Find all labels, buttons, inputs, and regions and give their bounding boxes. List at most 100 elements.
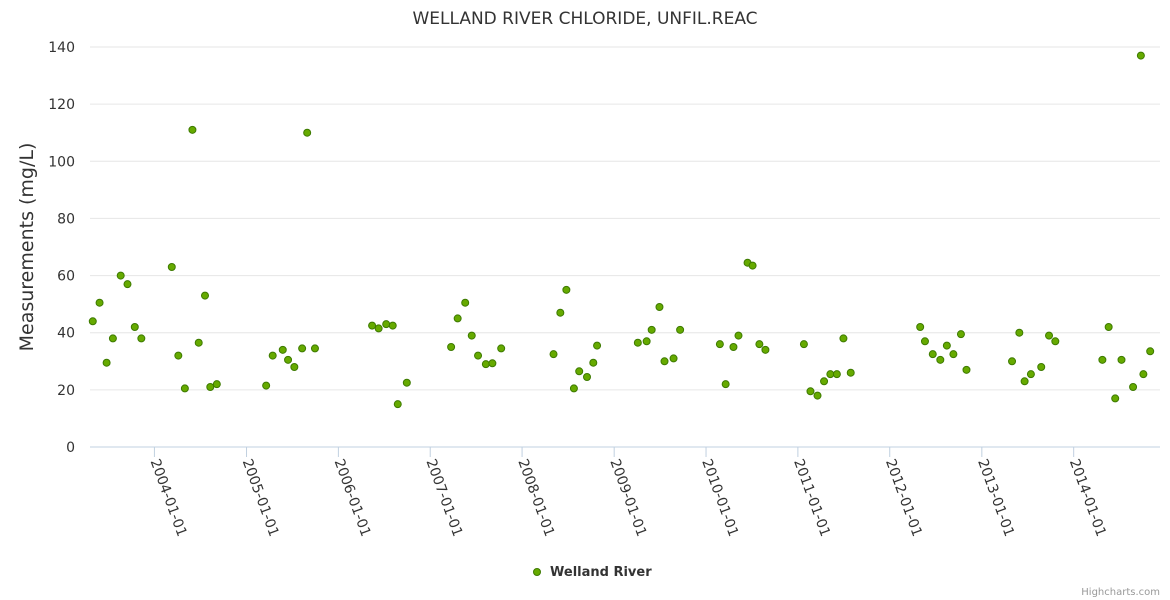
data-point[interactable] — [729, 343, 738, 351]
data-point[interactable] — [108, 334, 117, 343]
data-point[interactable] — [1136, 51, 1145, 60]
data-point[interactable] — [569, 384, 578, 393]
data-point[interactable] — [374, 324, 383, 333]
data-point[interactable] — [942, 341, 951, 350]
data-point[interactable] — [1051, 337, 1060, 346]
data-point[interactable] — [303, 128, 312, 137]
data-point[interactable] — [116, 271, 125, 280]
data-point[interactable] — [278, 345, 287, 354]
data-point[interactable] — [1015, 328, 1024, 337]
data-point[interactable] — [642, 337, 651, 346]
data-point[interactable] — [461, 298, 470, 307]
data-point[interactable] — [368, 321, 377, 330]
data-point[interactable] — [130, 323, 139, 331]
data-point[interactable] — [820, 377, 829, 386]
y-tick-label: 60 — [57, 269, 75, 285]
data-point[interactable] — [1098, 355, 1107, 364]
data-point[interactable] — [481, 360, 490, 369]
data-point[interactable] — [284, 355, 293, 364]
x-tick-label: 2010-01-01 — [698, 457, 741, 539]
data-point[interactable] — [95, 298, 104, 307]
x-tick-label: 2012-01-01 — [882, 457, 925, 539]
data-point[interactable] — [949, 350, 958, 359]
data-point[interactable] — [734, 331, 743, 340]
data-point[interactable] — [1020, 377, 1029, 386]
legend-marker-icon — [533, 568, 541, 576]
data-point[interactable] — [1146, 347, 1155, 356]
data-point[interactable] — [593, 341, 602, 350]
data-point[interactable] — [846, 368, 855, 377]
data-point[interactable] — [188, 125, 197, 134]
data-point[interactable] — [298, 344, 307, 353]
data-point[interactable] — [633, 338, 642, 347]
data-point[interactable] — [715, 340, 724, 349]
data-point[interactable] — [1129, 383, 1138, 391]
data-point[interactable] — [1139, 370, 1148, 379]
data-point[interactable] — [1111, 394, 1120, 403]
data-point[interactable] — [1104, 323, 1113, 331]
data-point[interactable] — [669, 354, 678, 363]
data-point[interactable] — [180, 384, 189, 393]
data-point[interactable] — [761, 345, 770, 354]
data-point[interactable] — [839, 334, 848, 343]
data-point[interactable] — [799, 340, 808, 349]
data-point[interactable] — [832, 370, 841, 379]
credits-link[interactable]: Highcharts.com — [1081, 587, 1160, 598]
data-point[interactable] — [721, 380, 730, 389]
data-point[interactable] — [212, 380, 221, 389]
data-point[interactable] — [962, 365, 971, 374]
data-point[interactable] — [467, 331, 476, 340]
legend-label[interactable]: Welland River — [550, 565, 652, 580]
y-axis-label: Measurements (mg/L) — [16, 143, 38, 352]
data-point[interactable] — [813, 391, 822, 400]
data-point[interactable] — [497, 344, 506, 353]
data-point[interactable] — [447, 343, 456, 351]
data-point[interactable] — [382, 320, 391, 329]
data-point[interactable] — [1045, 331, 1054, 340]
data-point[interactable] — [748, 261, 757, 270]
data-point[interactable] — [660, 357, 669, 366]
data-point[interactable] — [1117, 355, 1126, 364]
data-point[interactable] — [453, 314, 462, 323]
data-point[interactable] — [206, 383, 215, 391]
data-point[interactable] — [174, 351, 183, 360]
data-point[interactable] — [1008, 357, 1017, 366]
data-point[interactable] — [1026, 370, 1035, 379]
data-point[interactable] — [956, 330, 965, 339]
data-point[interactable] — [928, 350, 937, 359]
data-point[interactable] — [755, 340, 764, 349]
data-point[interactable] — [123, 280, 132, 289]
data-point[interactable] — [388, 321, 397, 330]
data-point[interactable] — [268, 351, 277, 360]
data-point[interactable] — [936, 355, 945, 364]
data-point[interactable] — [393, 400, 402, 409]
data-point[interactable] — [647, 325, 656, 334]
data-point[interactable] — [556, 308, 565, 317]
data-point[interactable] — [310, 344, 319, 353]
data-point[interactable] — [589, 358, 598, 367]
data-point[interactable] — [562, 285, 571, 294]
data-point[interactable] — [137, 334, 146, 343]
legend[interactable]: Welland River — [533, 565, 653, 580]
x-tick-label: 2006-01-01 — [331, 457, 374, 539]
data-point[interactable] — [290, 363, 299, 371]
data-point[interactable] — [655, 303, 664, 311]
data-point[interactable] — [488, 359, 497, 368]
data-point[interactable] — [262, 381, 271, 390]
data-point[interactable] — [402, 378, 411, 387]
data-point[interactable] — [920, 337, 929, 346]
data-point[interactable] — [88, 317, 97, 326]
data-point[interactable] — [102, 358, 111, 367]
data-point[interactable] — [549, 350, 558, 359]
data-point[interactable] — [474, 351, 483, 360]
data-point[interactable] — [1037, 363, 1046, 371]
data-point[interactable] — [806, 387, 815, 396]
data-point[interactable] — [201, 291, 210, 300]
data-point[interactable] — [575, 367, 584, 376]
data-point[interactable] — [583, 373, 592, 381]
data-point[interactable] — [916, 323, 925, 331]
data-point[interactable] — [826, 370, 835, 379]
data-point[interactable] — [194, 338, 203, 347]
data-point[interactable] — [676, 325, 685, 334]
data-point[interactable] — [167, 263, 176, 271]
